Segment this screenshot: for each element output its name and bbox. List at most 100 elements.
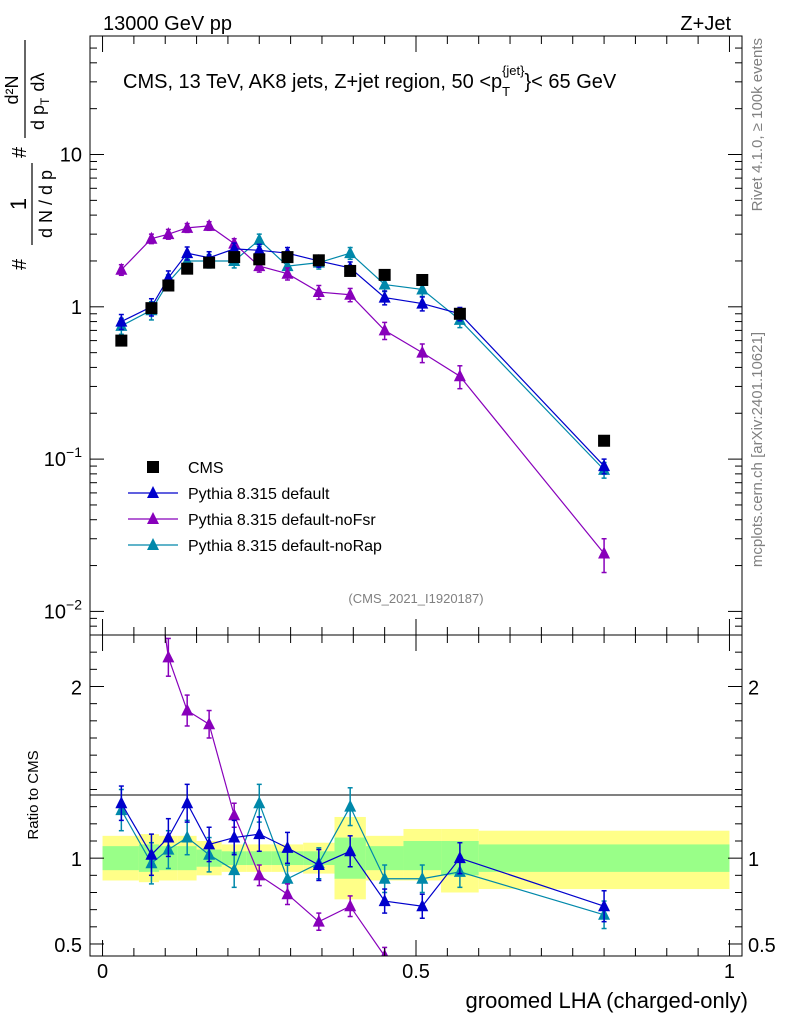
ratio-point	[453, 851, 466, 864]
legend-marker	[147, 486, 159, 498]
legend-entry-cms: CMS	[147, 460, 224, 477]
data-point	[453, 307, 466, 320]
main-y-tick-label: 1	[71, 297, 82, 319]
series-line	[121, 239, 605, 471]
data-point	[416, 296, 429, 309]
data-point	[312, 285, 325, 298]
ratio-point	[344, 844, 357, 857]
data-point	[115, 262, 128, 275]
data-point	[228, 241, 241, 254]
x-axis-label: groomed LHA (charged-only)	[466, 988, 748, 1013]
data-point	[598, 434, 611, 447]
green-band-segment	[102, 846, 139, 871]
data-point	[416, 345, 429, 358]
ratio-point	[162, 830, 175, 843]
ratio-point	[253, 868, 266, 881]
ratio-point	[145, 847, 158, 860]
legend-marker	[147, 538, 159, 550]
ratio-point	[312, 858, 325, 871]
ratio-point	[344, 799, 357, 812]
ratio-y-tick-label-left: 2	[71, 677, 82, 699]
main-series-group	[115, 218, 611, 574]
ratio-uncertainty-bands	[102, 816, 730, 900]
ratio-point	[378, 871, 391, 884]
ratio-series-pythia-8-315-default-nofsr	[115, 522, 389, 956]
data-point	[598, 459, 611, 472]
main-y-tick-label: 10−2	[44, 596, 82, 623]
data-point	[281, 266, 294, 279]
analysis-id: (CMS_2021_I1920187)	[348, 591, 483, 606]
data-point	[253, 232, 266, 245]
data-point	[598, 546, 611, 559]
legend-entry-pythia-8-315-default-norap: Pythia 8.315 default-noRap	[128, 538, 382, 555]
series-line	[121, 248, 605, 467]
data-point	[416, 273, 429, 286]
ratio-y-tick-label-right: 1	[748, 849, 759, 871]
data-point	[228, 251, 241, 264]
legend-label: Pythia 8.315 default	[188, 486, 330, 503]
main-axis-ticks: 10−2 10−1 1 10	[44, 35, 742, 636]
ratio-axis-ticks: 0.5 0.5 1 1 2 2 0 0.5 1	[54, 635, 776, 983]
ratio-series-group	[115, 522, 611, 956]
data-point	[181, 220, 194, 233]
main-y-tick-label: 10−1	[44, 444, 82, 471]
ratio-point	[344, 899, 357, 912]
legend-entry-pythia-8-315-default-nofsr: Pythia 8.315 default-noFsr	[128, 512, 376, 529]
ratio-series-pythia-8-315-default	[115, 783, 611, 923]
data-point	[145, 231, 158, 244]
ratio-point	[228, 808, 241, 821]
data-point	[378, 277, 391, 290]
ratio-point	[162, 650, 175, 663]
ratio-point	[115, 522, 127, 534]
data-point	[203, 218, 216, 231]
series-cms	[115, 251, 611, 447]
data-point	[344, 246, 357, 259]
ylabel-den-bottom: d N / d p	[36, 170, 56, 238]
ratio-y-tick-label-left: 1	[71, 849, 82, 871]
green-band-segment	[177, 846, 197, 871]
ratio-y-tick-label-right: 0.5	[748, 935, 776, 957]
ratio-point	[253, 796, 266, 809]
ratio-point	[312, 914, 325, 927]
data-point	[378, 323, 391, 336]
ratio-y-tick-label-left: 0.5	[54, 935, 82, 957]
data-point	[162, 279, 175, 292]
ratio-point	[416, 899, 429, 912]
legend-marker	[147, 461, 159, 473]
ratio-point	[378, 894, 391, 907]
ratio-point	[203, 717, 216, 730]
data-point	[344, 287, 357, 300]
legend-label: Pythia 8.315 default-noRap	[188, 538, 382, 555]
ratio-point	[281, 871, 294, 884]
ylabel-hash-2: #	[9, 146, 31, 158]
data-point	[162, 227, 175, 240]
legend-label: Pythia 8.315 default-noFsr	[188, 512, 376, 529]
x-tick-label: 0	[97, 961, 108, 983]
ratio-point	[253, 827, 266, 840]
ylabel-numerator: d²N	[2, 75, 22, 104]
legend-label: CMS	[188, 460, 224, 477]
ratio-y-tick-label-right: 2	[748, 677, 759, 699]
data-point	[344, 264, 357, 277]
data-point	[145, 302, 158, 315]
data-point	[281, 251, 294, 264]
legend-marker	[147, 512, 159, 524]
ratio-point	[181, 796, 194, 809]
data-point	[453, 369, 466, 382]
ratio-point	[598, 899, 611, 912]
data-point	[312, 254, 325, 267]
data-point	[115, 334, 128, 347]
title-sup: {jet}	[502, 63, 525, 78]
data-point	[253, 243, 266, 256]
ratio-point	[416, 871, 429, 884]
legend-entry-pythia-8-315-default: Pythia 8.315 default	[128, 486, 330, 503]
ylabel-one: 1	[6, 198, 31, 210]
data-point	[203, 256, 216, 269]
data-point	[253, 253, 266, 266]
ratio-point	[228, 863, 241, 876]
main-y-tick-label: 10	[60, 145, 82, 167]
legend: CMS Pythia 8.315 default Pythia 8.315 defa…	[128, 460, 382, 555]
data-point	[181, 246, 194, 259]
header-right: Z+Jet	[680, 13, 731, 35]
